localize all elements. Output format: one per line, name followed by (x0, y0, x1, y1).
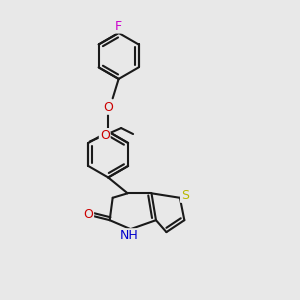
Text: S: S (181, 189, 189, 202)
Text: NH: NH (120, 229, 139, 242)
Text: O: O (103, 101, 113, 114)
Text: O: O (83, 208, 93, 221)
Text: F: F (115, 20, 122, 33)
Text: O: O (100, 129, 110, 142)
